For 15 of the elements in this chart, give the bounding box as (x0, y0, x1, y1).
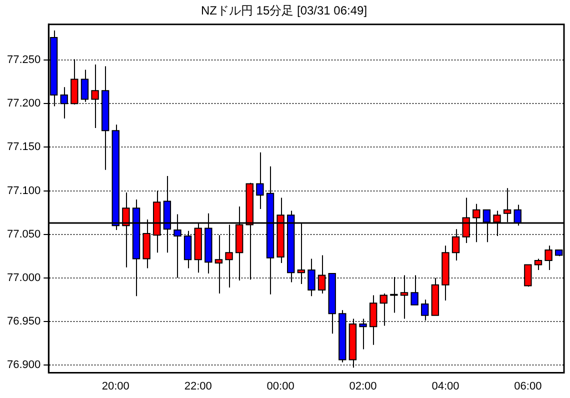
x-tick-label: 04:00 (432, 380, 460, 392)
chart-title: NZドル円 15分足 [03/31 06:49] (200, 4, 368, 18)
y-tick-label: 77.250 (6, 54, 41, 66)
y-tick-label: 77.100 (6, 184, 41, 197)
x-tick-label: 20:00 (102, 380, 130, 392)
x-tick-label: 06:00 (514, 380, 542, 392)
x-tick-label: 00:00 (266, 380, 294, 392)
x-tick-label: 02:00 (349, 380, 377, 392)
y-tick-label: 76.950 (6, 315, 41, 328)
y-tick-label: 77.050 (6, 228, 41, 240)
x-tick-label: 22:00 (184, 380, 212, 392)
y-tick-label: 76.900 (6, 358, 41, 371)
y-tick-label: 77.000 (6, 272, 41, 284)
y-tick-label: 77.150 (6, 141, 41, 154)
y-tick-label: 77.200 (6, 98, 41, 110)
